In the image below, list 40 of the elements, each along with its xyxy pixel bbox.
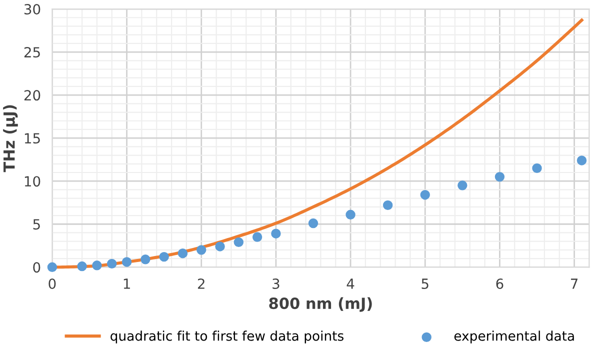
point — [308, 218, 318, 228]
point — [159, 252, 169, 262]
point — [271, 228, 281, 238]
point — [420, 190, 430, 200]
point — [215, 242, 225, 252]
y-tick-label: 30 — [24, 4, 40, 14]
point — [107, 258, 117, 269]
point — [382, 200, 393, 210]
x-tick-label: 5 — [422, 278, 428, 289]
point — [252, 232, 262, 242]
x-tick-label: 2 — [198, 278, 204, 289]
x-tick-label: 7 — [571, 278, 578, 289]
point — [532, 163, 542, 174]
point — [576, 156, 587, 166]
y-tick-label: 0 — [33, 262, 40, 273]
x-tick-label: 3 — [272, 278, 280, 289]
y-tick-label: 15 — [24, 133, 40, 144]
y-tick-label: 20 — [24, 90, 40, 101]
y-axis-title: THz (µJ) — [3, 105, 18, 172]
x-tick-label: 4 — [346, 278, 354, 289]
x-tick-label: 6 — [496, 278, 504, 289]
point — [140, 254, 150, 264]
point — [494, 172, 505, 182]
point — [92, 260, 102, 270]
y-tick-label: 25 — [24, 47, 40, 58]
point — [346, 210, 356, 220]
x-tick-label: 0 — [48, 278, 56, 289]
legend-label: experimental data — [454, 330, 574, 344]
point — [458, 180, 468, 190]
y-tick-label: 5 — [33, 219, 40, 230]
x-tick-label: 1 — [124, 278, 130, 289]
point — [196, 245, 206, 255]
x-axis-title: 800 nm (mJ) — [269, 297, 372, 312]
point — [122, 257, 132, 267]
point — [234, 237, 244, 248]
point — [47, 262, 58, 272]
legend-label: quadratic fit to first few data points — [110, 330, 344, 344]
point — [178, 248, 188, 258]
y-tick-label: 10 — [24, 176, 40, 187]
point — [77, 261, 87, 272]
